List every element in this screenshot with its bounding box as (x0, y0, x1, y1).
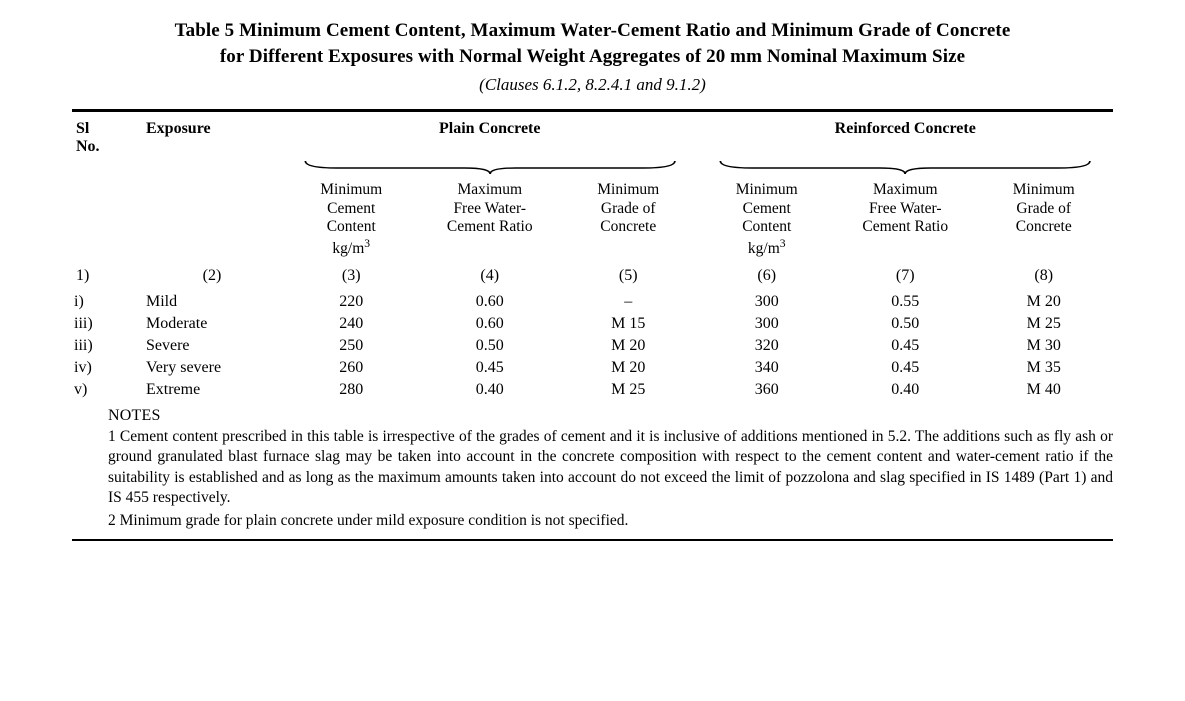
colnum-6: (6) (698, 265, 837, 291)
header-row-sub: Minimum Cement Content kg/m3 Maximum Fre… (72, 179, 1113, 265)
cell-plain-min: 220 (282, 291, 421, 313)
colnum-7: (7) (836, 265, 975, 291)
exposure-table: Sl No. Exposure Plain Concrete Reinforce… (72, 112, 1113, 533)
cell-reinf-min: 300 (698, 291, 837, 313)
colnum-4: (4) (421, 265, 560, 291)
cell-plain-wc: 0.60 (421, 313, 560, 335)
title-line-2: for Different Exposures with Normal Weig… (220, 46, 965, 67)
sub-plain-max-wc: Maximum Free Water- Cement Ratio (421, 179, 560, 265)
cell-plain-min: 280 (282, 379, 421, 401)
cell-sl: v) (72, 379, 142, 401)
colnum-5: (5) (559, 265, 698, 291)
group-header-plain: Plain Concrete (282, 112, 698, 158)
cell-plain-grade: M 25 (559, 379, 698, 401)
clauses-reference: (Clauses 6.1.2, 8.2.4.1 and 9.1.2) (72, 75, 1113, 95)
col-header-sl: Sl No. (72, 112, 142, 158)
cell-exposure: Mild (142, 291, 282, 313)
title-line-1: Table 5 Minimum Cement Content, Maximum … (175, 20, 1011, 41)
cell-sl: iii) (72, 335, 142, 357)
cell-plain-grade: M 20 (559, 357, 698, 379)
cell-reinf-wc: 0.40 (836, 379, 975, 401)
cell-reinf-min: 360 (698, 379, 837, 401)
sl-label-1: Sl (76, 120, 89, 137)
cell-sl: i) (72, 291, 142, 313)
cell-exposure: Extreme (142, 379, 282, 401)
cell-plain-min: 250 (282, 335, 421, 357)
colnum-8: (8) (975, 265, 1114, 291)
colnum-2: (2) (142, 265, 282, 291)
cell-plain-grade: M 20 (559, 335, 698, 357)
cell-reinf-min: 300 (698, 313, 837, 335)
sub-plain-min-cement: Minimum Cement Content kg/m3 (282, 179, 421, 265)
cell-reinf-wc: 0.50 (836, 313, 975, 335)
sl-label-2: No. (76, 138, 100, 155)
table-container: Sl No. Exposure Plain Concrete Reinforce… (72, 109, 1113, 541)
brace-row (72, 158, 1113, 179)
sub-reinf-min-cement: Minimum Cement Content kg/m3 (698, 179, 837, 265)
brace-icon (299, 158, 681, 174)
table-row: iv) Very severe 260 0.45 M 20 340 0.45 M… (72, 357, 1113, 379)
cell-plain-wc: 0.45 (421, 357, 560, 379)
notes-cell: NOTES 1 Cement content prescribed in thi… (72, 401, 1113, 533)
page: Table 5 Minimum Cement Content, Maximum … (0, 0, 1185, 541)
colnum-1: 1) (72, 265, 142, 291)
note-1: 1 Cement content prescribed in this tabl… (108, 427, 1113, 509)
cell-reinf-wc: 0.55 (836, 291, 975, 313)
notes-row: NOTES 1 Cement content prescribed in thi… (72, 401, 1113, 533)
cell-reinf-grade: M 25 (975, 313, 1114, 335)
sub-reinf-min-grade: Minimum Grade of Concrete (975, 179, 1114, 265)
table-row: iii) Moderate 240 0.60 M 15 300 0.50 M 2… (72, 313, 1113, 335)
notes-heading: NOTES (108, 407, 1113, 425)
cell-sl: iv) (72, 357, 142, 379)
sub-plain-min-grade: Minimum Grade of Concrete (559, 179, 698, 265)
cell-exposure: Very severe (142, 357, 282, 379)
sub-reinf-max-wc: Maximum Free Water- Cement Ratio (836, 179, 975, 265)
cell-reinf-grade: M 30 (975, 335, 1114, 357)
table-row: i) Mild 220 0.60 – 300 0.55 M 20 (72, 291, 1113, 313)
cell-reinf-min: 320 (698, 335, 837, 357)
cell-plain-wc: 0.50 (421, 335, 560, 357)
cell-exposure: Moderate (142, 313, 282, 335)
cell-plain-grade: – (559, 291, 698, 313)
colnum-3: (3) (282, 265, 421, 291)
note-2: 2 Minimum grade for plain concrete under… (108, 511, 1113, 531)
cell-plain-grade: M 15 (559, 313, 698, 335)
table-row: iii) Severe 250 0.50 M 20 320 0.45 M 30 (72, 335, 1113, 357)
cell-plain-min: 260 (282, 357, 421, 379)
cell-reinf-grade: M 40 (975, 379, 1114, 401)
cell-reinf-grade: M 20 (975, 291, 1114, 313)
header-row-groups: Sl No. Exposure Plain Concrete Reinforce… (72, 112, 1113, 158)
cell-plain-min: 240 (282, 313, 421, 335)
brace-plain (282, 158, 698, 179)
table-title: Table 5 Minimum Cement Content, Maximum … (72, 18, 1113, 69)
column-index-row: 1) (2) (3) (4) (5) (6) (7) (8) (72, 265, 1113, 291)
col-header-exposure: Exposure (142, 112, 282, 158)
table-row: v) Extreme 280 0.40 M 25 360 0.40 M 40 (72, 379, 1113, 401)
brace-reinforced (698, 158, 1114, 179)
cell-exposure: Severe (142, 335, 282, 357)
cell-reinf-wc: 0.45 (836, 335, 975, 357)
cell-sl: iii) (72, 313, 142, 335)
group-header-reinforced: Reinforced Concrete (698, 112, 1114, 158)
cell-reinf-grade: M 35 (975, 357, 1114, 379)
cell-plain-wc: 0.60 (421, 291, 560, 313)
cell-reinf-min: 340 (698, 357, 837, 379)
brace-icon (714, 158, 1096, 174)
bottom-rule (72, 539, 1113, 541)
cell-plain-wc: 0.40 (421, 379, 560, 401)
cell-reinf-wc: 0.45 (836, 357, 975, 379)
